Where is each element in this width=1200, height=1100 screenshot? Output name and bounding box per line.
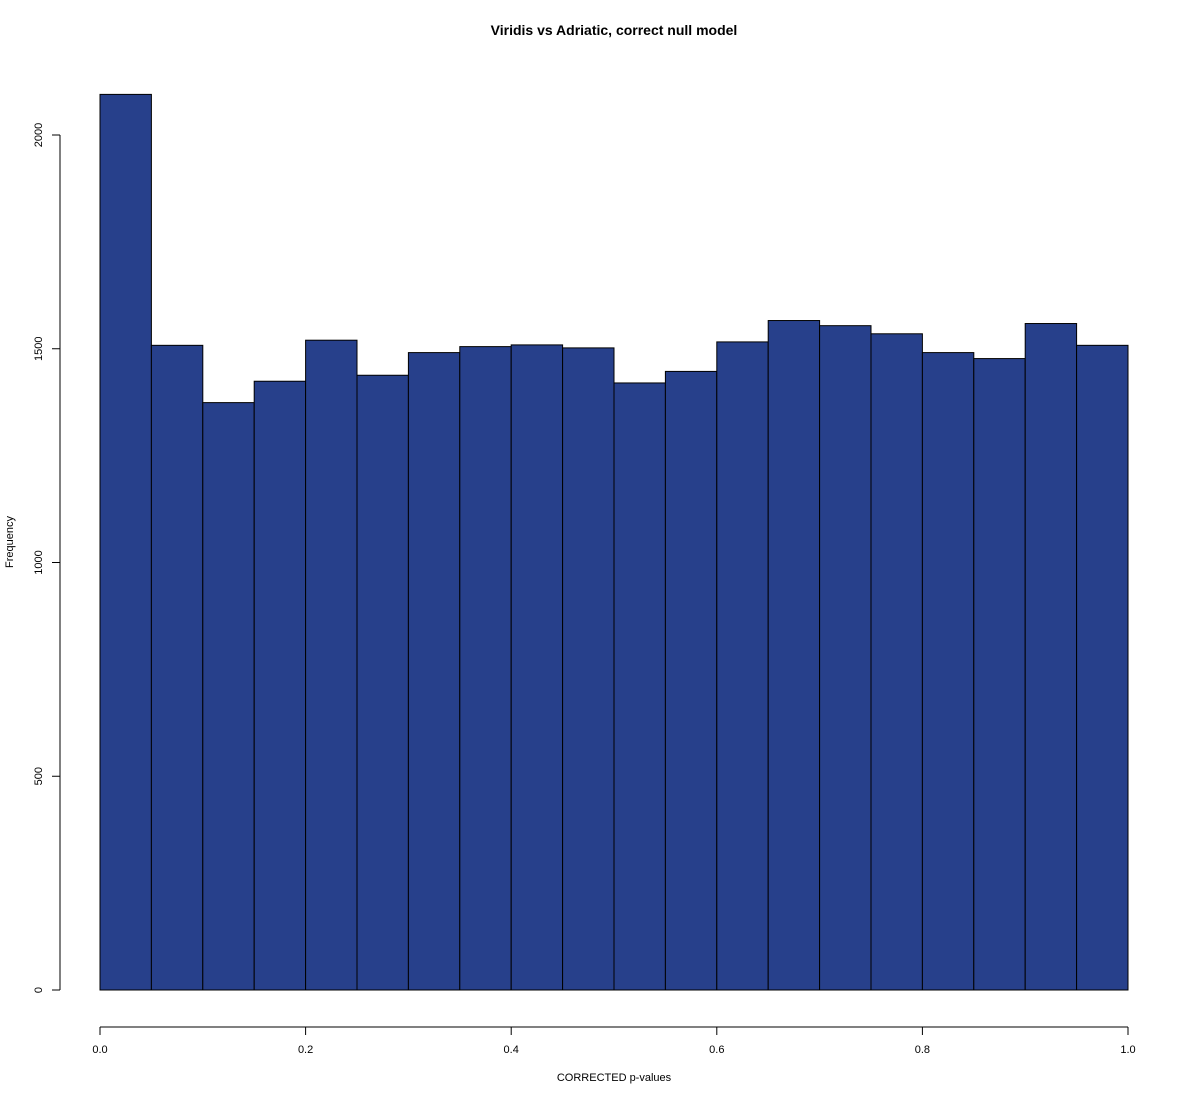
y-tick-label: 1000 [33, 550, 45, 574]
histogram-bar-7 [407, 352, 461, 991]
y-axis: 0 500 1000 1500 2000 [33, 123, 61, 993]
histogram-bar-2 [150, 344, 204, 991]
y-tick-label: 2000 [33, 123, 45, 147]
x-tick-label: 0.2 [298, 1044, 313, 1056]
x-tick-label: 0.6 [709, 1044, 724, 1056]
x-tick-label: 1.0 [1120, 1044, 1135, 1056]
x-axis: 0.0 0.2 0.4 0.6 0.8 1.0 [92, 1026, 1136, 1056]
y-tick-label: 1500 [33, 337, 45, 361]
x-axis-label: CORRECTED p-values [557, 1072, 672, 1084]
histogram-bar-18 [973, 358, 1026, 991]
chart-title: Viridis vs Adriatic, correct null model [491, 22, 738, 38]
histogram-bar-3 [202, 402, 255, 991]
y-tick-label: 0 [33, 987, 45, 993]
y-tick-label: 500 [33, 767, 45, 785]
histogram-bar-1 [99, 93, 152, 991]
histogram-bar-10 [562, 347, 615, 991]
x-tick-label: 0.0 [92, 1044, 107, 1056]
histogram-bar-8 [459, 346, 512, 991]
histogram-bar-9 [510, 344, 564, 991]
histogram-bar-17 [921, 352, 975, 991]
histogram-bar-13 [716, 341, 769, 991]
histogram-bar-6 [356, 374, 409, 991]
x-tick-label: 0.4 [504, 1044, 519, 1056]
histogram-bar-11 [613, 382, 666, 991]
histogram-bar-4 [253, 380, 307, 991]
bars-group [99, 93, 1129, 991]
histogram-bar-16 [870, 333, 923, 991]
histogram-bar-14 [767, 320, 821, 991]
y-axis-label: Frequency [4, 516, 16, 568]
histogram-bar-19 [1024, 323, 1078, 991]
histogram-bar-15 [819, 325, 872, 991]
histogram-bar-12 [664, 370, 718, 991]
histogram-bar-20 [1076, 344, 1129, 991]
histogram-bar-5 [305, 339, 358, 991]
x-tick-label: 0.8 [915, 1044, 930, 1056]
